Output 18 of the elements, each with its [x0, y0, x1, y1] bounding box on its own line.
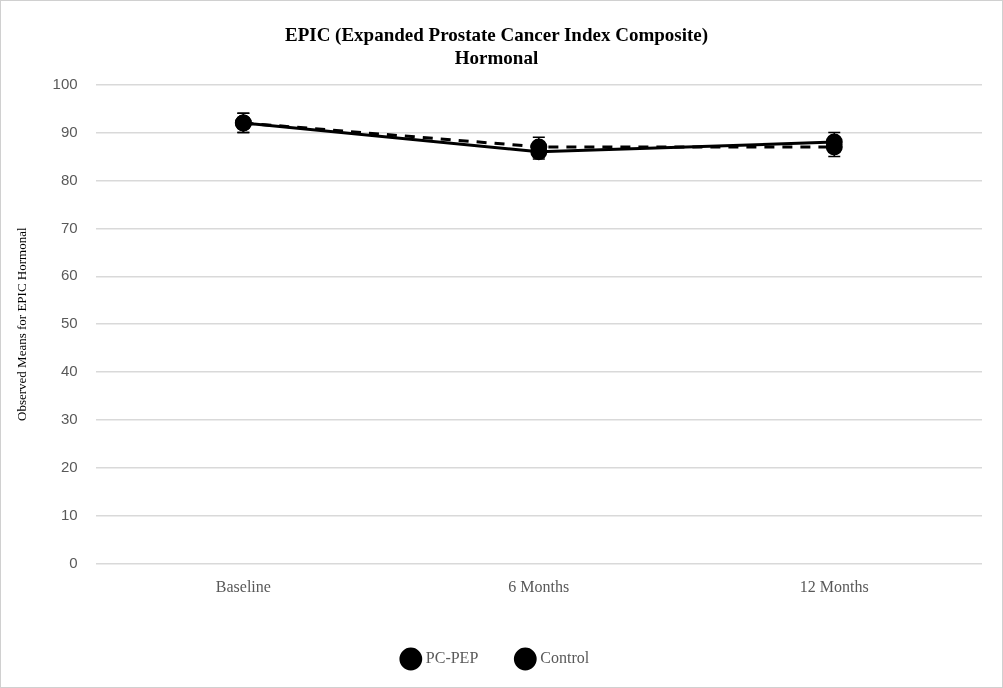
y-tick-label: 70	[60, 218, 78, 236]
y-tick-label: 100	[52, 74, 78, 92]
x-tick-label: 12 Months	[799, 577, 869, 595]
legend-label: Control	[540, 649, 590, 667]
y-tick-label: 50	[60, 314, 78, 332]
x-tick-label: Baseline	[215, 577, 271, 595]
y-tick-label: 60	[60, 266, 78, 284]
y-tick-label: 80	[60, 170, 78, 188]
y-tick-label: 20	[60, 458, 78, 476]
legend-label: PC-PEP	[425, 649, 479, 667]
y-tick-label: 30	[60, 410, 78, 428]
y-tick-label: 0	[69, 553, 78, 571]
y-tick-label: 40	[60, 362, 78, 380]
y-tick-label: 10	[60, 506, 78, 524]
y-tick-label: 90	[60, 122, 78, 140]
y-axis-title: Observed Means for EPIC Hormonal	[14, 227, 30, 421]
chart-title: EPIC (Expanded Prostate Cancer Index Composite) Hormonal	[284, 24, 709, 69]
x-tick-label: 6 Months	[508, 577, 570, 595]
